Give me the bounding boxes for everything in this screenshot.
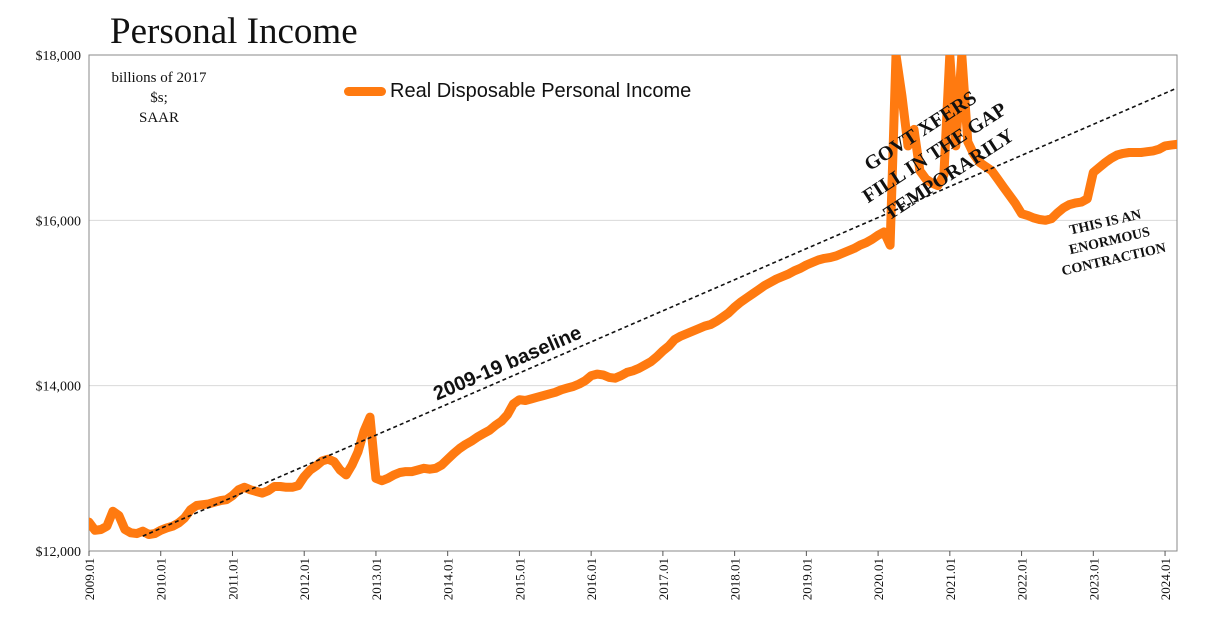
x-tick-label: 2012.01 [297,558,312,600]
x-tick-label: 2021.01 [943,558,958,600]
x-tick-label: 2017.01 [656,558,671,600]
x-tick-label: 2023.01 [1086,558,1101,600]
legend-swatch [344,86,386,96]
x-tick-label: 2018.01 [728,558,743,600]
chart-legend: Real Disposable Personal Income [344,78,691,104]
y-tick-label: $12,000 [36,545,82,560]
legend-label: Real Disposable Personal Income [390,79,692,102]
x-tick-label: 2020.01 [871,558,886,600]
x-tick-label: 2019.01 [799,558,814,600]
page-title: Personal Income [110,11,358,52]
x-tick-label: 2022.01 [1015,558,1030,600]
units-line-1: billions of 2017 $s; [111,70,207,106]
y-tick-label: $18,000 [36,49,82,64]
grid-layer [89,219,1177,387]
x-tick-label: 2015.01 [512,558,527,600]
annotation-contraction: THIS IS AN ENORMOUS CONTRACTION [1060,207,1167,279]
x-tick-label: 2010.01 [154,558,169,600]
x-tick-label: 2013.01 [369,558,384,600]
baseline-line [142,87,1177,537]
x-axis: 2009.01 2010.01 2011.01 2012.01 2013.01 2014.… [82,551,1173,600]
y-tick-label: $16,000 [36,214,82,229]
plot-area-border [88,54,1178,552]
series-line-real-disposable-personal-income [89,55,1177,539]
y-tick-label: $14,000 [36,380,82,395]
x-tick-label: 2024.01 [1158,558,1173,600]
x-tick-label: 2016.01 [584,558,599,600]
x-tick-label: 2011.01 [225,558,240,600]
y-axis: $12,000 $14,000 $16,000 $18,000 [36,49,82,560]
units-note: billions of 2017 $s; SAAR [104,68,214,128]
x-tick-label: 2009.01 [82,558,97,600]
x-tick-label: 2014.01 [441,558,456,600]
annotation-govt-xfers: GOVT XFERS FILL IN THE GAP TEMPORARILY [859,87,1019,225]
units-line-2: SAAR [138,110,179,126]
